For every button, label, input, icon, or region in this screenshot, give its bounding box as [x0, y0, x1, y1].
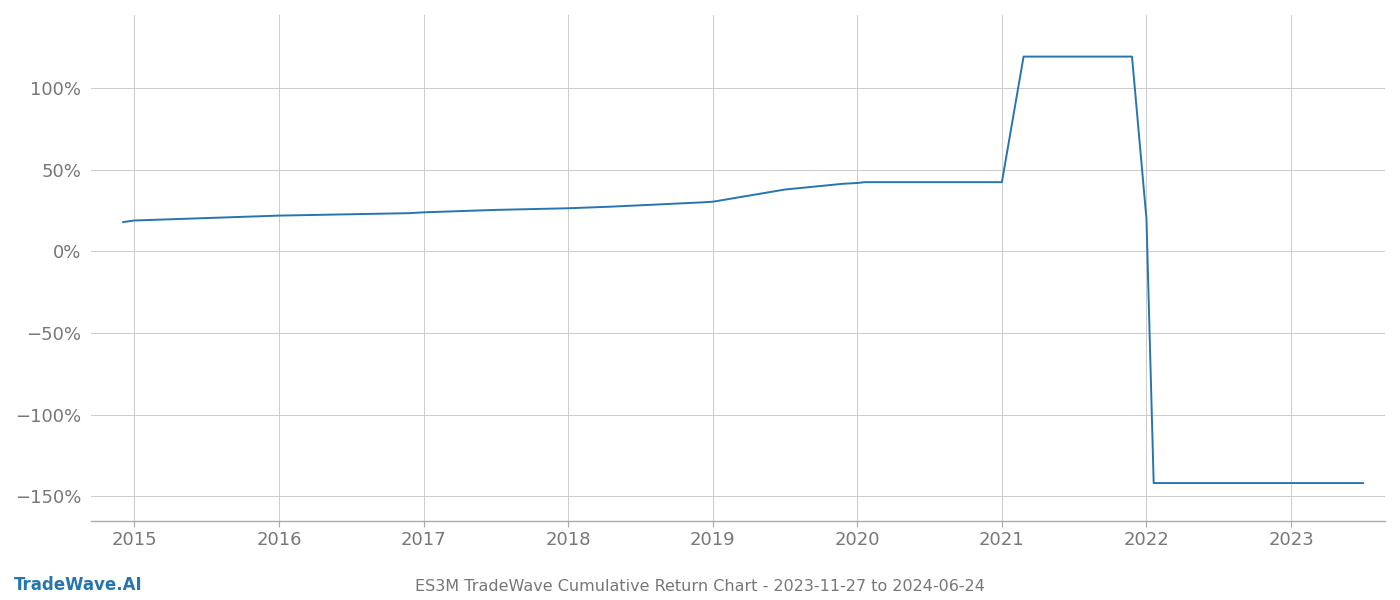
Text: ES3M TradeWave Cumulative Return Chart - 2023-11-27 to 2024-06-24: ES3M TradeWave Cumulative Return Chart -…	[414, 579, 986, 594]
Text: TradeWave.AI: TradeWave.AI	[14, 576, 143, 594]
